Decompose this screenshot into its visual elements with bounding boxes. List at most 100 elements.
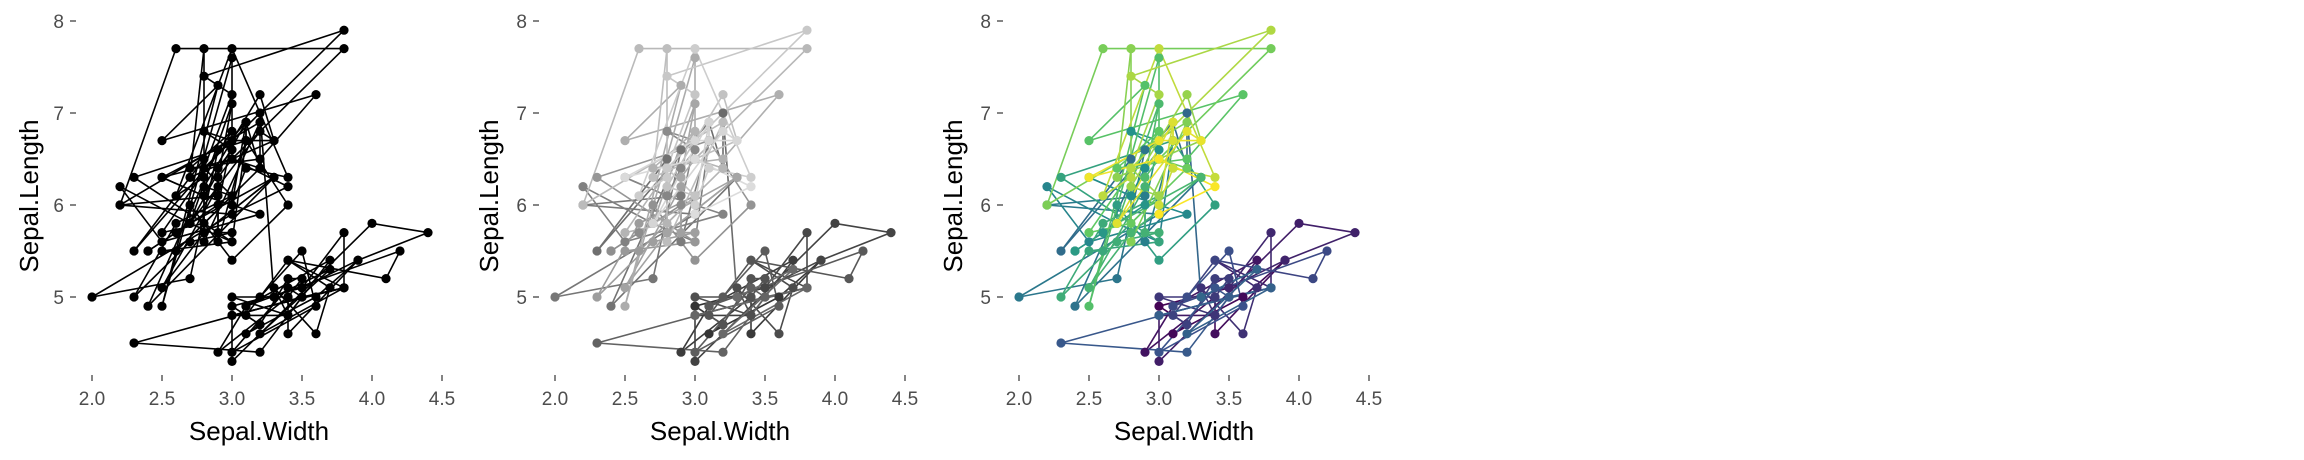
data-point xyxy=(171,218,181,228)
series-line-segment xyxy=(119,186,163,243)
data-point xyxy=(1070,246,1080,256)
data-point xyxy=(620,301,630,311)
series-line-segment xyxy=(357,231,429,261)
data-point xyxy=(1308,274,1318,284)
data-point xyxy=(199,44,209,54)
series-line-segment xyxy=(722,287,808,335)
series-line-segment xyxy=(666,94,696,169)
data-point xyxy=(1168,301,1178,311)
data-point xyxy=(620,283,630,293)
data-point xyxy=(1266,44,1276,54)
data-point xyxy=(283,283,293,293)
series-line-segment xyxy=(161,222,205,234)
data-point xyxy=(1084,246,1094,256)
data-point xyxy=(227,347,237,357)
series-line-segment xyxy=(1130,121,1188,243)
series-line-segment xyxy=(1186,268,1258,335)
data-point xyxy=(746,292,756,302)
x-tick-label: 2.5 xyxy=(1076,389,1102,410)
data-point xyxy=(157,301,167,311)
data-point xyxy=(1224,292,1234,302)
data-point xyxy=(255,347,265,357)
series-line-segment xyxy=(231,204,289,261)
data-point xyxy=(648,237,658,247)
series-line-segment xyxy=(1158,158,1216,188)
data-point xyxy=(227,53,237,63)
data-point xyxy=(199,228,209,238)
series-line-segment xyxy=(1284,231,1356,261)
data-point xyxy=(1154,90,1164,100)
data-point xyxy=(1154,255,1164,265)
data-point xyxy=(690,44,700,54)
data-point xyxy=(788,283,798,293)
data-point xyxy=(1084,228,1094,238)
data-point xyxy=(1294,218,1304,228)
series-line-segment xyxy=(694,305,780,353)
series-line-segment xyxy=(203,121,261,243)
data-point xyxy=(592,338,602,348)
series-line-segment xyxy=(287,259,345,289)
series-line-segment xyxy=(666,29,808,169)
data-point xyxy=(746,172,756,182)
data-point xyxy=(185,274,195,284)
series-line-segment xyxy=(259,94,275,141)
series-line-segment xyxy=(624,158,696,179)
x-tick-label: 4.5 xyxy=(429,389,455,410)
data-point xyxy=(1084,136,1094,146)
series-line-segment xyxy=(1214,259,1258,289)
data-point xyxy=(1140,347,1150,357)
data-point xyxy=(1210,310,1220,320)
series-line-segment xyxy=(834,222,892,234)
y-tick-label: 8 xyxy=(516,12,527,33)
data-point xyxy=(353,255,363,265)
series-line-segment xyxy=(694,204,752,261)
series-line-segment xyxy=(91,277,191,298)
data-point xyxy=(1182,126,1192,136)
data-point xyxy=(732,136,742,146)
data-point xyxy=(1140,237,1150,247)
y-axis-title: Sepal.Length xyxy=(938,119,968,272)
data-point xyxy=(129,172,139,182)
data-point xyxy=(802,25,812,35)
data-point xyxy=(690,154,700,164)
data-point xyxy=(1070,301,1080,311)
series-line-segment xyxy=(147,176,275,307)
series-line-segment xyxy=(624,85,682,307)
data-point xyxy=(381,274,391,284)
x-tick-label: 4.0 xyxy=(359,389,385,410)
series-line-segment xyxy=(203,94,233,169)
series-line-segment xyxy=(694,287,752,353)
data-point xyxy=(1182,154,1192,164)
data-point xyxy=(199,71,209,81)
series-line-segment xyxy=(666,121,724,243)
data-point xyxy=(1196,172,1206,182)
series-line-segment xyxy=(1116,48,1132,178)
data-point xyxy=(592,246,602,256)
data-point xyxy=(269,172,279,182)
data-point xyxy=(213,347,223,357)
data-point xyxy=(1140,182,1150,192)
data-point xyxy=(690,310,700,320)
data-point xyxy=(297,274,307,284)
x-tick-label: 2.0 xyxy=(1006,389,1032,410)
data-point xyxy=(1182,320,1192,330)
series-line-segment xyxy=(1298,222,1356,234)
data-point xyxy=(213,200,223,210)
series-line-segment xyxy=(1102,176,1132,197)
data-point xyxy=(157,246,167,256)
data-point xyxy=(1084,237,1094,247)
data-point xyxy=(213,182,223,192)
data-point xyxy=(662,182,672,192)
data-point xyxy=(199,154,209,164)
series-line-segment xyxy=(1186,94,1202,141)
data-point xyxy=(311,292,321,302)
data-point xyxy=(1154,136,1164,146)
x-tick-label: 4.0 xyxy=(822,389,848,410)
data-point xyxy=(1210,172,1220,182)
data-point xyxy=(255,126,265,136)
data-point xyxy=(690,301,700,311)
data-point xyxy=(227,255,237,265)
y-axis-title: Sepal.Length xyxy=(474,119,504,272)
data-point xyxy=(690,191,700,201)
